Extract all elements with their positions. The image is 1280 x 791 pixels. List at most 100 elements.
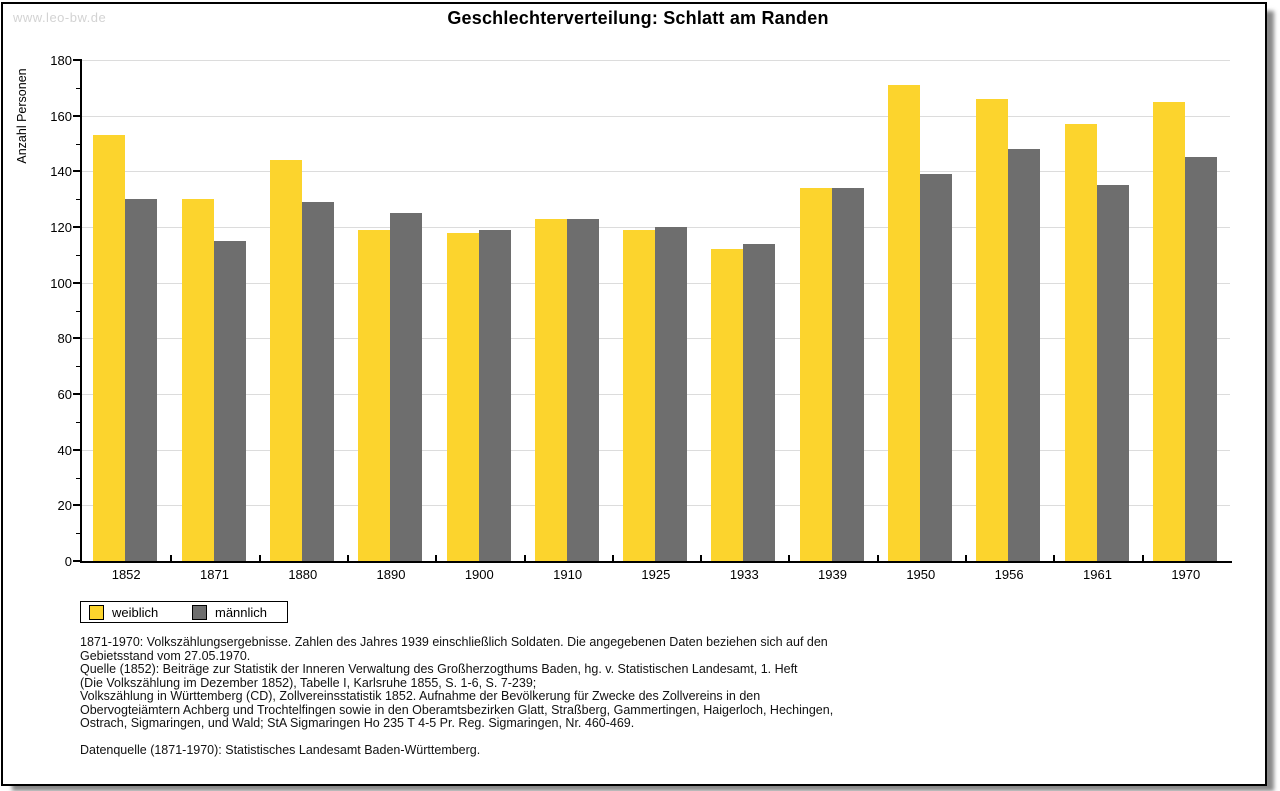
x-axis-tick	[611, 555, 614, 561]
x-tick-label-1852: 1852	[111, 567, 141, 582]
bar-weiblich-1880	[269, 160, 302, 561]
bar-weiblich-1925	[623, 229, 656, 561]
gridline-140	[82, 171, 1230, 173]
bar-maennlich-1900	[478, 229, 511, 561]
bar-weiblich-1910	[534, 218, 567, 561]
legend-swatch-weiblich	[89, 604, 104, 620]
bar-maennlich-1961	[1096, 185, 1129, 561]
x-axis-tick	[876, 555, 879, 561]
x-axis-tick	[700, 555, 703, 561]
footer-line: Quelle (1852): Beiträge zur Statistik de…	[80, 662, 798, 676]
y-tick-label: 20	[57, 498, 72, 514]
y-tick-label: 40	[57, 442, 72, 458]
bar-maennlich-1933	[743, 243, 776, 561]
bar-maennlich-1852	[125, 199, 158, 561]
y-axis-tick	[73, 393, 80, 395]
y-tick-label: 120	[50, 220, 72, 235]
y-tick-label: 80	[57, 331, 72, 347]
x-tick-label-1939: 1939	[818, 567, 847, 582]
y-tick-label: 100	[50, 275, 72, 291]
y-tick-label: 0	[64, 554, 72, 569]
y-axis-line	[80, 59, 82, 563]
bar-maennlich-1950	[920, 174, 952, 561]
bar-maennlich-1871	[213, 240, 246, 561]
bar-weiblich-1970	[1152, 101, 1185, 561]
bar-weiblich-1900	[446, 232, 479, 561]
y-axis-tick	[73, 448, 80, 451]
x-tick-label-1890: 1890	[376, 567, 406, 582]
footer-line: 1871-1970: Volkszählungsergebnisse. Zahl…	[80, 635, 828, 649]
x-axis-tick	[170, 555, 173, 561]
x-axis-tick	[1053, 555, 1056, 561]
gridline-180	[82, 60, 1230, 61]
x-axis-tick	[435, 555, 438, 561]
y-axis-minor-tick	[76, 477, 80, 479]
y-axis-tick	[73, 226, 80, 228]
datasource-line: Datenquelle (1871-1970): Statistisches L…	[80, 743, 481, 757]
y-axis-minor-tick	[76, 143, 80, 145]
legend: weiblich männlich	[80, 601, 288, 623]
y-axis-minor-tick	[76, 310, 80, 312]
bar-maennlich-1970	[1184, 157, 1217, 561]
bar-weiblich-1890	[358, 229, 391, 561]
bar-maennlich-1925	[655, 227, 688, 561]
legend-swatch-maennlich	[192, 604, 207, 620]
y-axis-tick	[73, 337, 80, 340]
gridline-160	[82, 115, 1230, 117]
bar-weiblich-1950	[888, 85, 920, 561]
x-axis-tick	[965, 555, 967, 561]
x-axis-tick	[346, 555, 349, 561]
legend-label-maennlich: männlich	[215, 604, 268, 620]
x-tick-label-1925: 1925	[641, 567, 671, 582]
footer: 1871-1970: Volkszählungsergebnisse. Zahl…	[80, 635, 1180, 758]
y-axis-tick	[73, 170, 80, 173]
bar-weiblich-1852	[93, 135, 126, 561]
footer-line: Volkszählung in Württemberg (CD), Zollve…	[80, 689, 761, 703]
y-axis-tick	[73, 59, 80, 61]
x-tick-label-1900: 1900	[464, 567, 494, 582]
x-axis-tick	[523, 555, 526, 561]
x-axis-tick	[788, 555, 791, 561]
y-tick-label: 60	[57, 387, 72, 402]
x-tick-label-1871: 1871	[200, 567, 229, 582]
y-tick-label: 140	[50, 164, 72, 180]
watermark: www.leo-bw.de	[13, 10, 107, 25]
x-tick-label-1950: 1950	[906, 567, 936, 582]
bar-weiblich-1939	[799, 188, 832, 561]
y-axis-tick	[73, 560, 80, 562]
bar-maennlich-1910	[566, 218, 599, 561]
bar-maennlich-1890	[390, 213, 423, 561]
x-tick-label-1961: 1961	[1083, 567, 1112, 582]
y-axis-minor-tick	[76, 533, 80, 535]
y-tick-label: 160	[50, 108, 72, 124]
bar-weiblich-1933	[711, 249, 744, 561]
footer-line: Ostrach, Sigmaringen, und Wald; StA Sigm…	[80, 716, 635, 730]
x-tick-label-1956: 1956	[994, 567, 1024, 582]
x-tick-label-1970: 1970	[1171, 567, 1201, 582]
bar-weiblich-1871	[181, 199, 214, 561]
y-axis-minor-tick	[76, 254, 80, 256]
y-axis-minor-tick	[76, 421, 80, 423]
x-axis-line	[80, 561, 1232, 563]
y-tick-label: 180	[50, 53, 72, 68]
chart-title: Geschlechterverteilung: Schlatt am Rande…	[447, 8, 829, 28]
legend-label-weiblich: weiblich	[112, 604, 159, 620]
bar-weiblich-1956	[976, 99, 1009, 561]
x-axis-tick	[1141, 555, 1144, 561]
x-axis-tick	[258, 555, 261, 561]
y-axis-minor-tick	[76, 366, 80, 368]
x-tick-label-1933: 1933	[729, 567, 759, 582]
y-axis-tick	[73, 281, 80, 284]
bar-maennlich-1880	[301, 202, 334, 561]
bar-weiblich-1961	[1064, 124, 1097, 561]
x-tick-label-1910: 1910	[553, 567, 583, 582]
bar-maennlich-1939	[831, 188, 864, 561]
y-axis-tick	[73, 114, 80, 117]
y-axis-minor-tick	[76, 199, 80, 201]
footer-line: (Die Volkszählung im Dezember 1852), Tab…	[80, 675, 537, 690]
y-axis-tick	[73, 504, 80, 507]
y-axis-minor-tick	[76, 87, 80, 89]
x-tick-label-1880: 1880	[288, 567, 318, 582]
